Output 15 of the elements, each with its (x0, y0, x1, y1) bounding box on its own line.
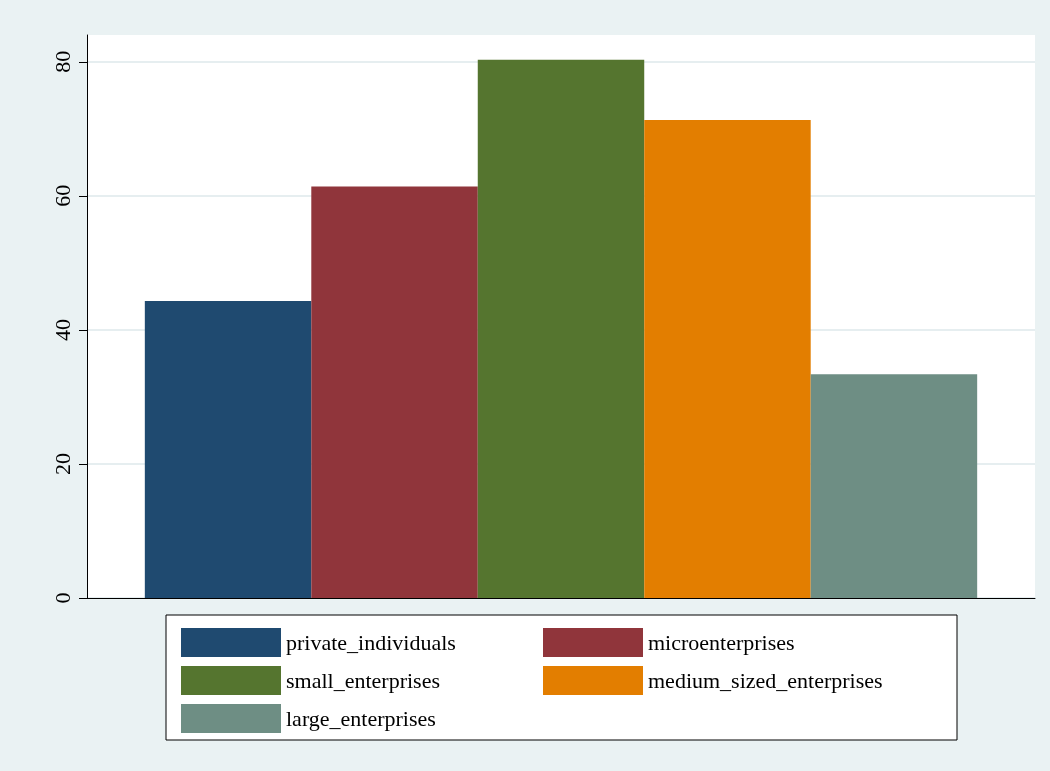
bar (144, 301, 312, 598)
legend-label: small_enterprises (286, 668, 440, 693)
legend-label: medium_sized_enterprises (648, 668, 883, 693)
bar (477, 59, 645, 598)
y-tick-label: 0 (49, 592, 75, 604)
legend-label: large_enterprises (286, 706, 436, 731)
bar (311, 186, 478, 598)
y-tick-label: 40 (49, 318, 75, 341)
y-tick-label: 60 (49, 184, 75, 207)
bar (810, 374, 978, 598)
y-tick-label: 20 (49, 452, 75, 475)
y-tick-label: 80 (49, 50, 75, 73)
legend-label: microenterprises (648, 630, 795, 655)
bar (644, 120, 811, 598)
legend-label: private_individuals (286, 630, 456, 655)
